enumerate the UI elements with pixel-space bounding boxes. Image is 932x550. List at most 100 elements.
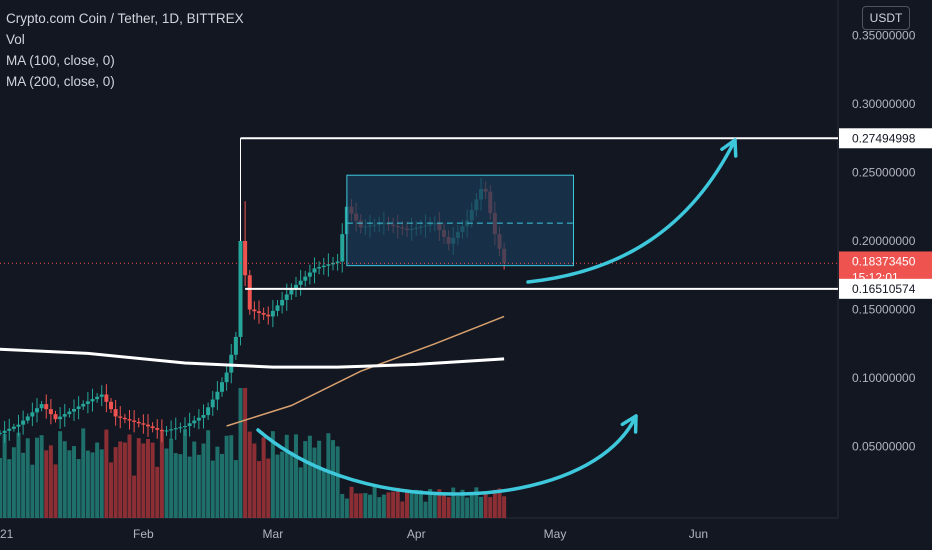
candle-body <box>58 416 63 420</box>
volume-bar <box>201 443 206 518</box>
candle-body <box>81 403 86 407</box>
candle-body <box>0 432 2 434</box>
volume-bar <box>344 498 349 518</box>
indicator-ma100[interactable]: MA (100, close, 0) <box>6 53 115 68</box>
y-tick-label: 0.20000000 <box>852 234 916 248</box>
volume-bar <box>483 491 488 518</box>
upper-arrow <box>526 138 737 284</box>
volume-bar <box>497 488 502 518</box>
candle-body <box>44 404 49 410</box>
volume-bar <box>30 464 35 518</box>
candle-body <box>53 414 58 420</box>
volume-bar <box>377 497 382 518</box>
volume-bar <box>492 489 497 518</box>
volume-bar <box>340 494 345 518</box>
volume-bar <box>7 459 12 518</box>
resistance-price-tag-text: 0.27494998 <box>852 131 916 145</box>
candle-body <box>11 426 16 429</box>
candle-body <box>238 241 243 337</box>
volume-bar <box>224 435 229 518</box>
candle-body <box>326 264 331 266</box>
volume-bar <box>146 438 150 518</box>
support-price-tag-bg <box>839 278 932 299</box>
candle-body <box>247 275 252 310</box>
volume-bar <box>127 434 132 518</box>
volume-bar <box>381 494 386 518</box>
volume-bar <box>215 446 220 518</box>
candle-body <box>321 265 326 268</box>
volume-bar <box>455 496 460 518</box>
volume-bar <box>122 442 127 518</box>
volume-bar <box>104 429 109 518</box>
volume-bar <box>479 496 483 518</box>
candle-body <box>275 305 280 311</box>
volume-bar <box>405 491 409 518</box>
volume-bar <box>409 492 414 518</box>
indicator-ma200[interactable]: MA (200, close, 0) <box>6 74 115 89</box>
candle-body <box>280 299 285 306</box>
candle-body <box>243 241 248 276</box>
volume-bar <box>437 489 442 518</box>
volume-bar <box>11 447 16 518</box>
candle-body <box>150 426 155 429</box>
lower-arrow-head <box>620 414 638 434</box>
volume-bar <box>252 443 257 518</box>
volume-bar <box>150 442 155 518</box>
candle-body <box>127 419 132 421</box>
y-tick-label: 0.35000000 <box>852 28 916 42</box>
volume-bar <box>451 487 456 518</box>
current-price-tag-text: 0.18373450 <box>852 254 916 268</box>
x-tick-label: Apr <box>407 527 426 541</box>
currency-button[interactable]: USDT <box>862 6 910 30</box>
y-tick-label: 0.10000000 <box>852 371 916 385</box>
volume-bar <box>2 433 7 518</box>
volume-bar <box>354 493 359 518</box>
volume-bar <box>303 441 308 518</box>
volume-bar <box>109 462 113 518</box>
volume-bar <box>414 489 419 518</box>
candle-body <box>173 428 178 430</box>
candle-body <box>220 382 224 392</box>
candle-body <box>62 414 67 417</box>
volume-bar <box>187 456 192 518</box>
volume-bar <box>488 497 493 518</box>
candle-body <box>169 429 174 431</box>
volume-bar <box>164 448 169 518</box>
candle-body <box>164 430 169 432</box>
volume-bar <box>358 493 363 518</box>
candle-body <box>257 311 261 313</box>
candle-body <box>16 424 21 427</box>
candle-body <box>284 294 289 300</box>
volume-bar <box>233 460 238 518</box>
x-tick-label: May <box>544 527 567 541</box>
volume-bar <box>44 450 49 518</box>
volume-bar <box>132 475 137 518</box>
candle-body <box>76 406 81 409</box>
volume-bar <box>294 434 298 518</box>
candle-body <box>317 267 322 269</box>
support-price-tag-text: 0.16510574 <box>852 282 916 296</box>
ma200-line <box>0 347 505 369</box>
symbol-title[interactable]: Crypto.com Coin / Tether, 1D, BITTREX <box>6 11 244 26</box>
volume-bar <box>183 429 187 518</box>
y-tick-label: 0.15000000 <box>852 303 916 317</box>
volume-bar <box>321 468 326 518</box>
candle-body <box>312 268 317 273</box>
candle-body <box>99 394 104 397</box>
volume-bar <box>465 497 470 518</box>
volume-bar <box>67 450 72 518</box>
candle-body <box>72 408 76 412</box>
volume-bar <box>275 454 280 518</box>
volume-bar <box>395 487 400 518</box>
volume-bar <box>229 435 234 518</box>
candle-body <box>155 428 160 430</box>
indicator-vol[interactable]: Vol <box>6 32 25 47</box>
volume-bar <box>210 460 215 518</box>
volume-bar <box>155 466 160 518</box>
volume-bar <box>349 486 354 518</box>
volume-bar <box>0 458 2 518</box>
candle-body <box>67 411 72 415</box>
candle-body <box>206 407 211 416</box>
candle-body <box>187 423 192 427</box>
